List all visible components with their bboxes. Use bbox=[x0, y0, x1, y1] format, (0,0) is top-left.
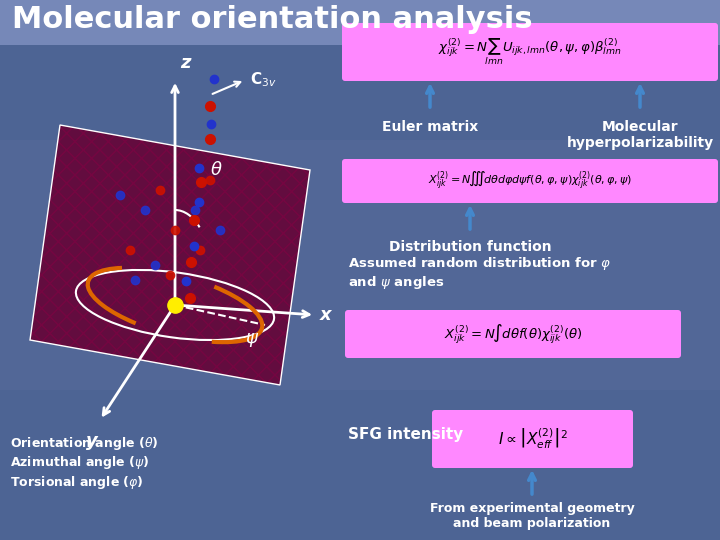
Text: y: y bbox=[86, 432, 98, 450]
Text: Molecular
hyperpolarizability: Molecular hyperpolarizability bbox=[567, 120, 714, 150]
Bar bbox=[0, 140, 720, 390]
Text: $\chi^{(2)}_{ijk} = N\!\sum_{lmn} U_{ijk,lmn}(\theta,\psi,\varphi)\beta^{(2)}_{l: $\chi^{(2)}_{ijk} = N\!\sum_{lmn} U_{ijk… bbox=[438, 37, 622, 68]
Text: From experimental geometry
and beam polarization: From experimental geometry and beam pola… bbox=[430, 502, 634, 530]
Text: Molecular orientation analysis: Molecular orientation analysis bbox=[12, 5, 533, 35]
Text: $I \propto \left|X^{(2)}_{eff}\right|^{2}$: $I \propto \left|X^{(2)}_{eff}\right|^{2… bbox=[498, 427, 567, 451]
Polygon shape bbox=[30, 125, 310, 385]
Text: $\theta$: $\theta$ bbox=[210, 161, 222, 179]
Text: Distribution function: Distribution function bbox=[389, 240, 552, 254]
Text: $X^{(2)}_{ijk} = N\!\iiint\! d\theta d\varphi d\psi f(\theta,\varphi,\psi)\chi^{: $X^{(2)}_{ijk} = N\!\iiint\! d\theta d\v… bbox=[428, 170, 632, 192]
Text: z: z bbox=[180, 54, 191, 72]
Text: Assumed random distribution for $\varphi$
and $\psi$ angles: Assumed random distribution for $\varphi… bbox=[348, 255, 611, 292]
FancyBboxPatch shape bbox=[342, 159, 718, 203]
Text: Euler matrix: Euler matrix bbox=[382, 120, 478, 134]
Text: $\psi$: $\psi$ bbox=[245, 331, 259, 349]
Text: C$_{3v}$: C$_{3v}$ bbox=[250, 71, 276, 89]
FancyBboxPatch shape bbox=[345, 310, 681, 358]
Text: SFG intensity: SFG intensity bbox=[348, 428, 463, 442]
Text: x: x bbox=[320, 306, 332, 324]
FancyBboxPatch shape bbox=[342, 23, 718, 81]
FancyBboxPatch shape bbox=[432, 410, 633, 468]
Bar bbox=[0, 0, 720, 45]
Text: Orientation angle ($\theta$)
Azimuthal angle ($\psi$)
Torsional angle ($\varphi$: Orientation angle ($\theta$) Azimuthal a… bbox=[10, 435, 158, 491]
Text: $X^{(2)}_{ijk} = N\!\int d\theta f(\theta)\chi^{(2)}_{ijk}(\theta)$: $X^{(2)}_{ijk} = N\!\int d\theta f(\thet… bbox=[444, 322, 582, 346]
